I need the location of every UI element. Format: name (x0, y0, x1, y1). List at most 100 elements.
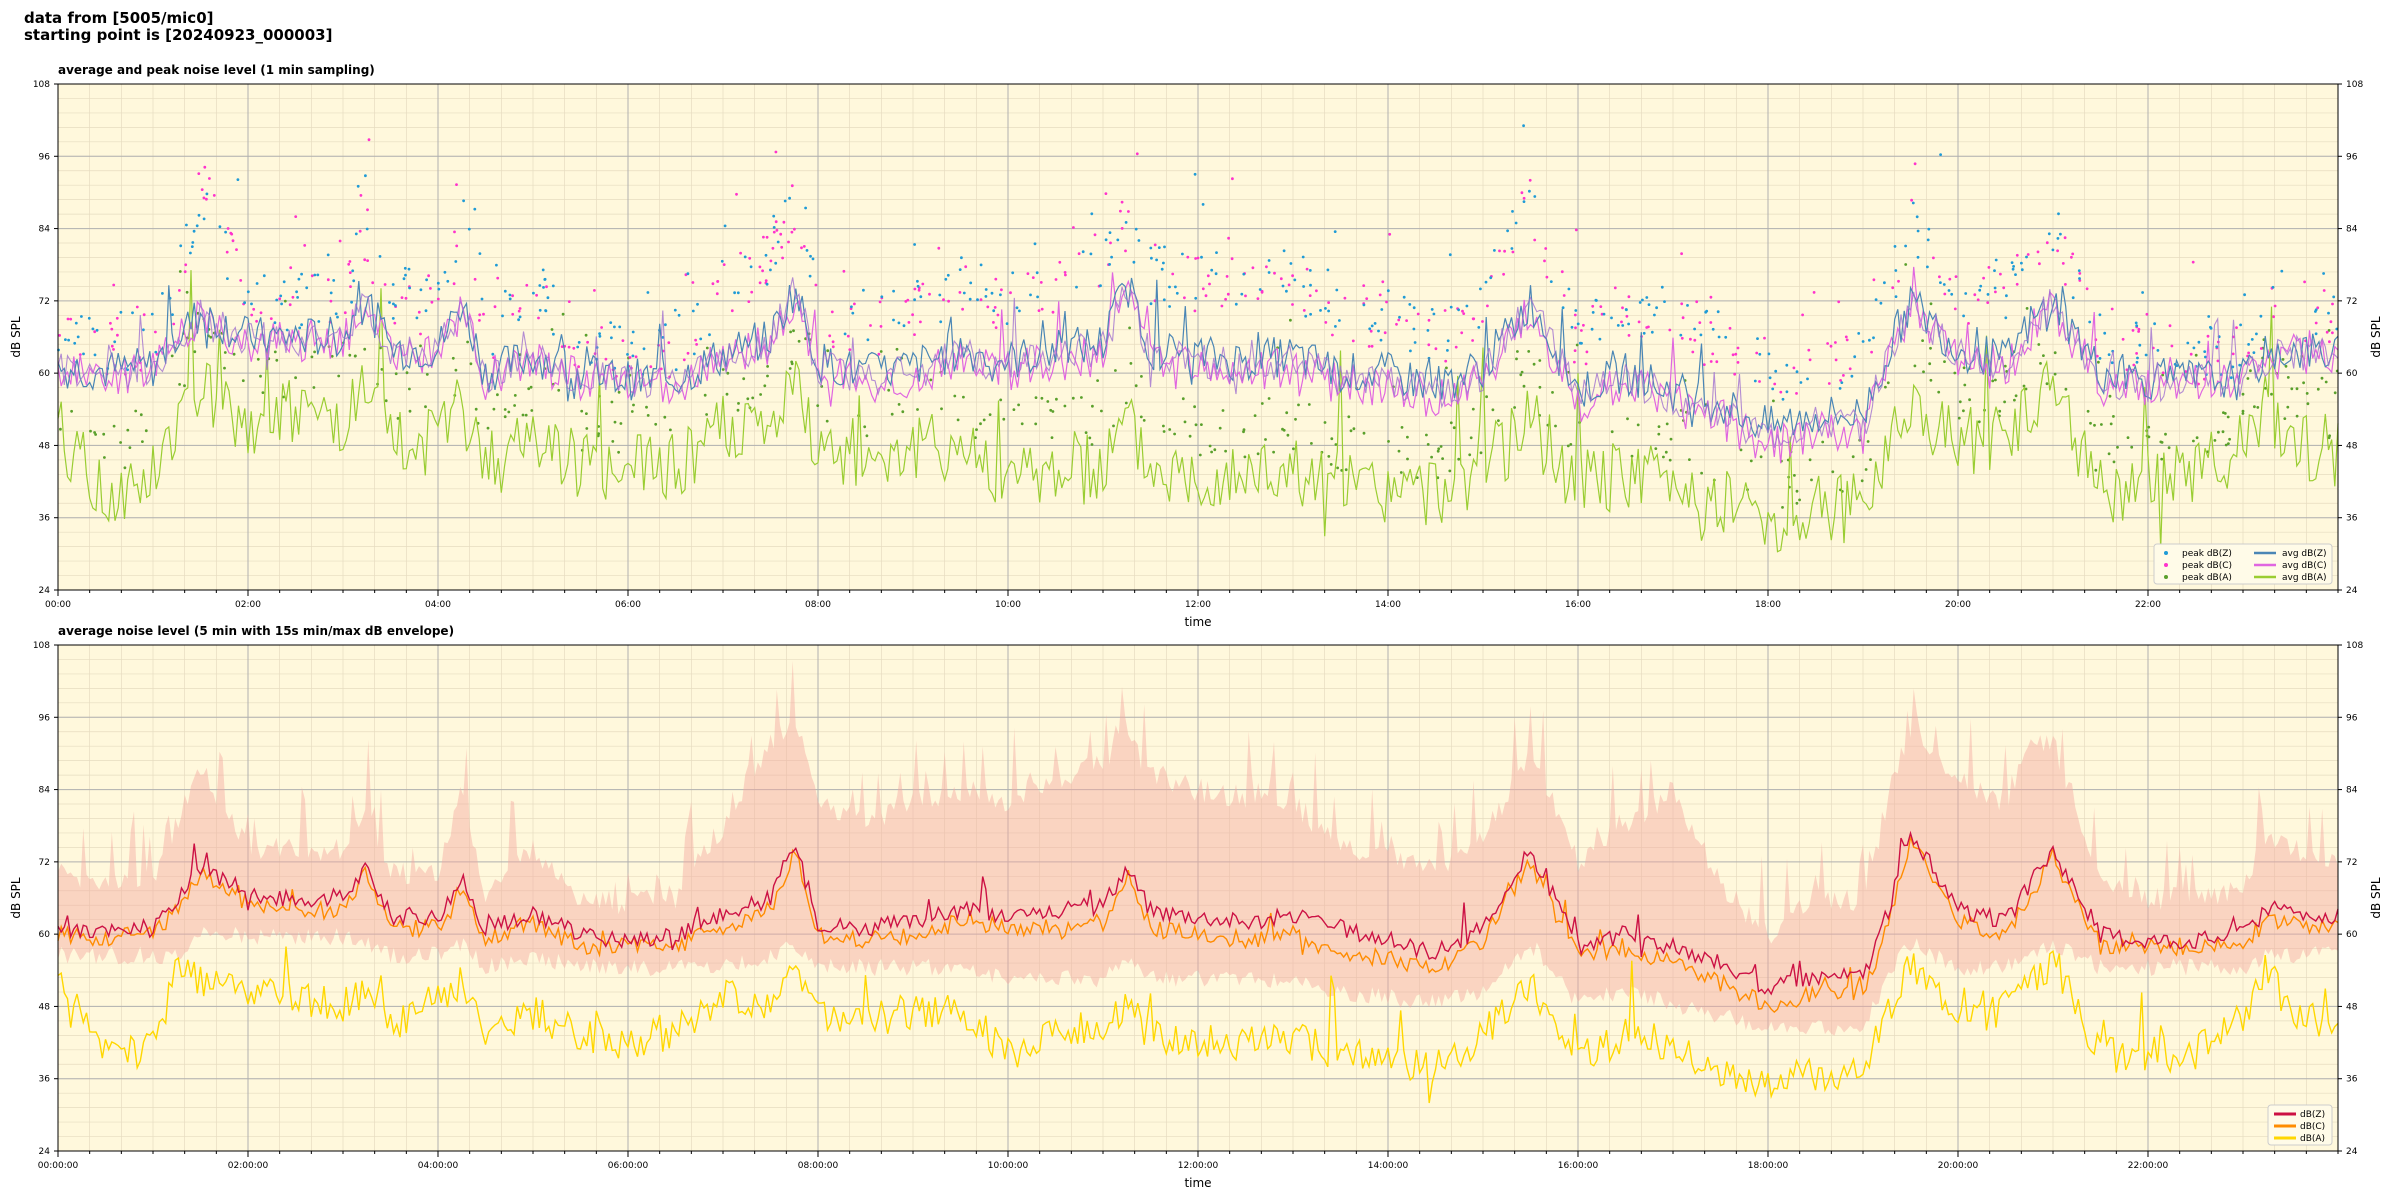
peak-point (1426, 329, 1430, 332)
peak-point (521, 413, 525, 417)
peak-point (1039, 281, 1043, 284)
peak-point (1379, 338, 1383, 342)
peak-point (1886, 381, 1890, 385)
peak-point (123, 466, 127, 470)
peak-point (496, 393, 499, 397)
peak-point (1110, 255, 1113, 259)
peak-point (1484, 280, 1488, 284)
peak-point (1947, 289, 1951, 292)
peak-point (1516, 350, 1519, 353)
peak-point (1307, 403, 1311, 406)
y-tick-label: 96 (2346, 713, 2358, 723)
peak-point (128, 446, 132, 449)
peak-point (2147, 435, 2151, 439)
peak-point (1642, 331, 1646, 335)
peak-point (1545, 275, 1549, 279)
peak-point (142, 313, 146, 317)
peak-point (1929, 346, 1932, 350)
peak-point (1124, 401, 1128, 405)
peak-point (517, 309, 521, 313)
peak-point (1937, 390, 1941, 394)
peak-point (1196, 256, 1200, 260)
peak-point (2002, 286, 2006, 290)
peak-point (1821, 440, 1825, 444)
peak-point (1460, 331, 1464, 335)
peak-point (496, 276, 500, 280)
peak-point (2231, 352, 2235, 356)
peak-point (2286, 405, 2290, 409)
peak-point (1479, 287, 1482, 291)
peak-point (705, 346, 709, 350)
peak-point (2107, 452, 2111, 456)
peak-point (1860, 479, 1864, 483)
peak-point (749, 265, 753, 269)
peak-point (2098, 357, 2102, 360)
peak-point (1302, 309, 1306, 312)
chart-title: average noise level (5 min with 15s min/… (58, 624, 454, 638)
peak-point (1258, 288, 1262, 291)
y-tick-label: 108 (2346, 641, 2363, 651)
peak-point (626, 353, 629, 356)
peak-point (73, 341, 77, 345)
legend: peak dB(Z) avg dB(Z) peak dB(C) avg dB(C) pe… (2153, 543, 2333, 585)
peak-point (720, 259, 724, 263)
peak-point (1702, 363, 1706, 366)
peak-point (2138, 343, 2142, 347)
peak-point (1009, 291, 1012, 295)
peak-point (288, 303, 292, 307)
peak-point (1698, 321, 1702, 324)
peak-point (1292, 447, 1295, 451)
y-tick-label: 48 (2346, 441, 2358, 451)
peak-point (921, 282, 925, 286)
peak-point (2070, 255, 2073, 259)
peak-point (378, 255, 382, 258)
legend-label: peak dB(C) (2182, 561, 2232, 571)
peak-point (1626, 417, 1629, 421)
peak-point (646, 414, 650, 417)
peak-point (305, 286, 309, 290)
peak-point (992, 309, 996, 313)
peak-point (241, 379, 245, 383)
peak-point (598, 334, 602, 338)
peak-point (1369, 329, 1373, 333)
peak-point (1208, 444, 1212, 448)
peak-point (93, 330, 97, 334)
peak-point (492, 407, 496, 411)
peak-point (2038, 262, 2041, 266)
y-tick-label: 96 (2346, 152, 2358, 162)
peak-point (518, 307, 522, 310)
peak-point (454, 260, 458, 263)
peak-point (1599, 305, 1603, 308)
peak-point (1976, 298, 1980, 302)
peak-point (1834, 358, 1838, 362)
peak-point (779, 232, 783, 236)
peak-point (1026, 272, 1030, 275)
peak-point (699, 337, 703, 341)
peak-point (1538, 385, 1542, 389)
peak-point (1709, 295, 1713, 299)
x-axis-label: time (1184, 615, 1211, 629)
y-tick-label: 72 (2346, 858, 2357, 868)
peak-point (1691, 350, 1695, 354)
peak-point (1779, 390, 1783, 394)
peak-point (95, 328, 99, 332)
peak-point (811, 257, 815, 261)
peak-point (750, 290, 754, 294)
peak-point (686, 272, 690, 276)
peak-point (703, 393, 707, 397)
peak-point (2243, 293, 2247, 297)
peak-point (2316, 387, 2320, 391)
peak-point (191, 241, 195, 244)
peak-point (999, 293, 1002, 297)
peak-point (1879, 301, 1883, 305)
peak-point (1620, 320, 1623, 324)
x-tick-label: 10:00 (995, 600, 1021, 610)
peak-point (1963, 383, 1967, 387)
peak-point (1861, 340, 1865, 343)
peak-point (2253, 405, 2256, 409)
peak-point (419, 332, 422, 336)
peak-point (2053, 372, 2057, 376)
peak-point (1962, 366, 1966, 370)
peak-point (224, 230, 228, 234)
y-tick-label: 60 (39, 930, 51, 940)
